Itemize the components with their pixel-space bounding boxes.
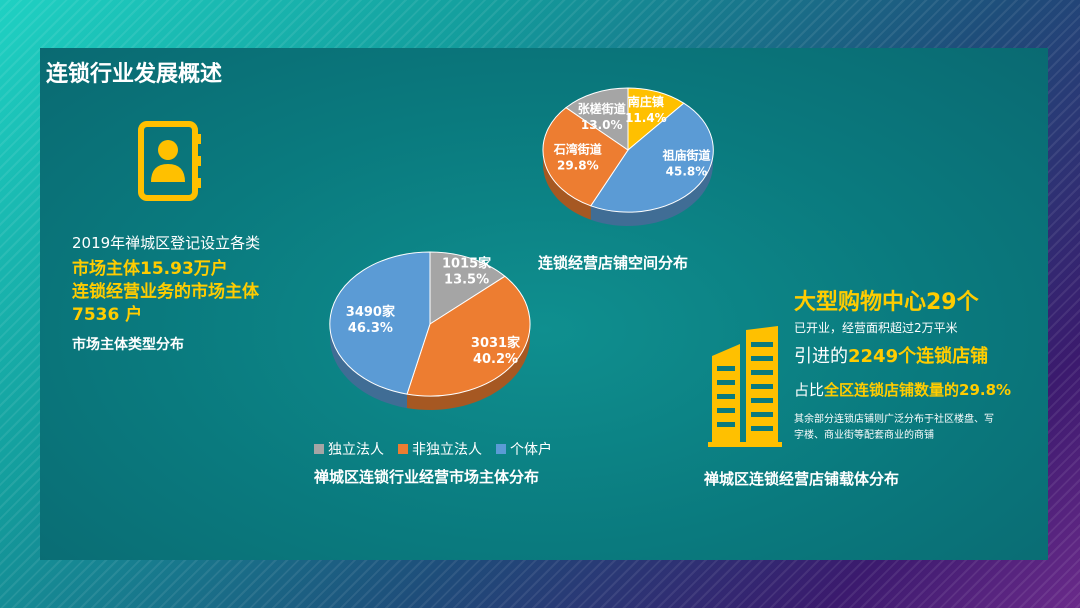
stores-intro-prefix: 引进的 (794, 346, 848, 367)
pie-slice-shiwan (542, 106, 629, 207)
pie-label-zumiao-1: 45.8% (666, 165, 708, 179)
stores-note-line1: 其余部分连锁店铺则广泛分布于社区楼盘、写 (794, 414, 994, 425)
pie-side-zumiao (590, 150, 713, 226)
pie-side-individual (330, 326, 407, 409)
space-pie-title: 连锁经营店铺空间分布 (538, 254, 689, 272)
page-title: 连锁行业发展概述 (46, 62, 223, 87)
pie-label-non-independent-0: 3031家 (471, 335, 521, 351)
pie-slice-zhangcha (565, 87, 629, 151)
registration-intro: 2019年禅城区登记设立各类 (72, 234, 261, 252)
space-distribution-pie-chart: 南庄镇 11.4% 祖庙街道 45.8% 石湾街道 29.8% 张槎街道 13.0% (542, 87, 714, 226)
pie-label-nanzhuang-1: 11.4% (625, 111, 667, 125)
pie-label-nanzhuang-0: 南庄镇 (628, 94, 664, 109)
pie-label-zhangcha-0: 张槎街道 (578, 101, 626, 116)
market-entities-total: 市场主体15.93万户 (72, 259, 228, 279)
content-panel: 连锁行业发展概述 2019年禅城区登记设立各类 市场主体15.93万户 连锁经营… (40, 48, 1048, 560)
stores-share: 占比全区连锁店铺数量的29.8% (794, 379, 1011, 400)
entity-type-legend: 独立法人 非独立法人 个体户 (314, 439, 552, 459)
stores-intro: 引进的2249个连锁店铺 (794, 342, 988, 368)
stores-count: 2249个连锁店铺 (848, 346, 989, 367)
legend-item-individual: 个体户 (496, 439, 552, 459)
malls-headline: 大型购物中心29个 (794, 290, 979, 315)
pie-label-shiwan-1: 29.8% (557, 159, 599, 173)
pie-label-individual-0: 3490家 (346, 304, 396, 320)
pie-label-zhangcha-1: 13.0% (581, 118, 623, 132)
pie-label-zumiao-0: 祖庙街道 (661, 148, 710, 163)
entity-pie-title: 禅城区连锁行业经营市场主体分布 (314, 468, 540, 486)
legend-item-non-independent: 非独立法人 (398, 439, 482, 459)
pie-side-non-independent (407, 326, 530, 410)
legend-item-independent: 独立法人 (314, 439, 384, 459)
stores-share-value: 全区连锁店铺数量的29.8% (824, 381, 1012, 399)
pie-slice-independent (429, 251, 506, 325)
pie-slice-individual (329, 251, 431, 395)
legend-label-non-independent: 非独立法人 (412, 442, 482, 458)
building-icon (708, 326, 782, 447)
pie-label-individual-1: 46.3% (348, 321, 393, 336)
stores-share-prefix: 占比 (794, 381, 825, 399)
pie-slice-zumiao (590, 102, 714, 213)
stores-note-line2: 字楼、商业街等配套商业的商铺 (794, 430, 934, 441)
pie-label-non-independent-1: 40.2% (473, 352, 518, 367)
pie-label-shiwan-0: 石湾街道 (553, 142, 602, 157)
pie-label-independent-0: 1015家 (442, 256, 492, 272)
pie-side-shiwan (543, 152, 591, 220)
legend-swatch-blue (496, 444, 506, 454)
legend-label-independent: 独立法人 (328, 442, 384, 458)
legend-swatch-orange (398, 444, 408, 454)
carrier-caption: 禅城区连锁经营店铺载体分布 (704, 470, 900, 488)
chain-entities-count: 7536 户 (72, 305, 143, 325)
legend-label-individual: 个体户 (510, 442, 552, 458)
chain-entities-label: 连锁经营业务的市场主体 (72, 282, 259, 302)
malls-sub: 已开业，经营面积超过2万平米 (794, 321, 958, 335)
pie-slice-non-independent (406, 275, 531, 397)
left-caption: 市场主体类型分布 (72, 337, 184, 353)
legend-swatch-gray (314, 444, 324, 454)
pie-label-independent-1: 13.5% (444, 273, 489, 288)
contact-book-icon (138, 121, 201, 201)
